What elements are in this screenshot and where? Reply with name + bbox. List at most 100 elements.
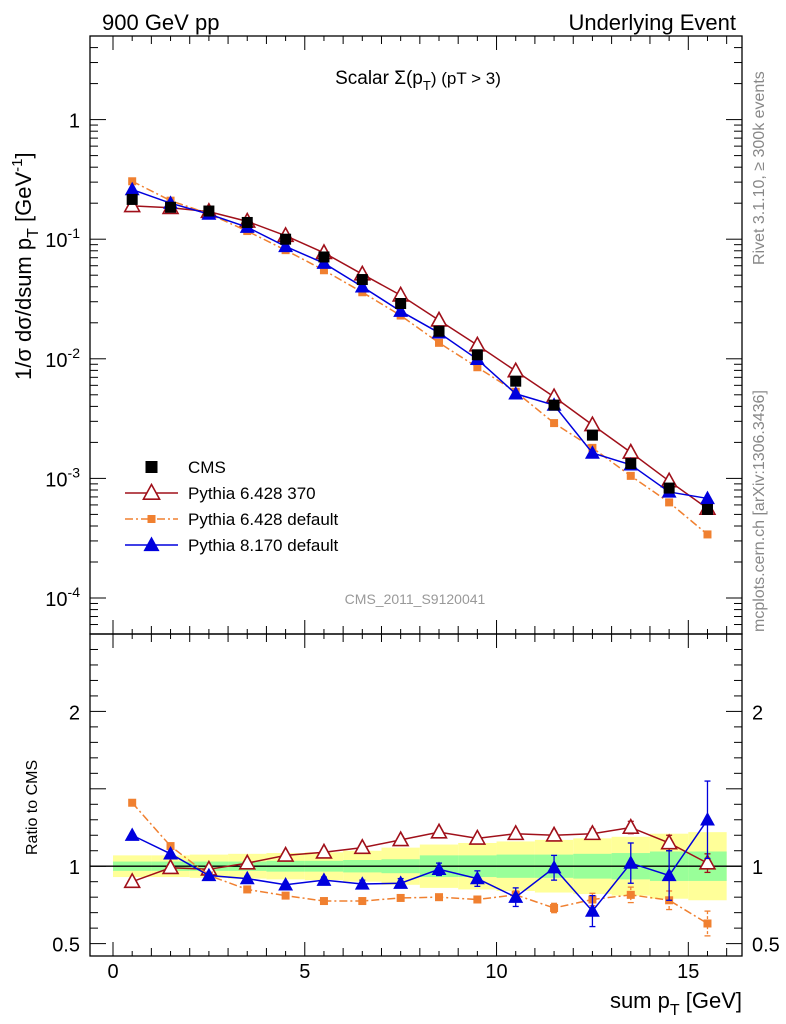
legend-label-pythia-6-428-370: Pythia 6.428 370 <box>188 484 316 503</box>
ratio-point-pythia-6-428-370 <box>468 828 487 845</box>
ratio-point-pythia-6-428-370 <box>315 842 333 859</box>
data-point-pythia-8-170-default <box>393 303 409 317</box>
series-line-pythia-6-428-default <box>131 180 708 536</box>
data-point-pythia-8-170-default <box>354 278 370 293</box>
ratio-point-pythia-8-170-default <box>508 889 524 903</box>
legend-marker-cms <box>145 461 158 473</box>
main-y-axis-label: 1/σ dσ/dsum pT [GeV-1] <box>9 152 42 380</box>
legend-marker-pythia-6-428-default <box>147 515 156 523</box>
ratio-point-pythia-6-428-default <box>243 885 252 894</box>
data-point-cms <box>318 251 330 263</box>
ratio-y-tick-label: 0.5 <box>52 935 80 957</box>
legend: CMS Pythia 6.428 370 Pythia 6.428 default P… <box>125 458 339 555</box>
data-point-cms <box>548 399 560 411</box>
ratio-point-pythia-6-428-default <box>435 893 444 902</box>
data-point-pythia-8-170-default <box>700 490 715 505</box>
series-cms <box>126 193 713 515</box>
data-point-pythia-6-428-default <box>473 363 482 372</box>
ratio-point-pythia-8-170-default <box>163 846 178 860</box>
ratio-point-pythia-8-170-default <box>546 859 562 874</box>
ratio-point-pythia-6-428-370 <box>123 872 141 889</box>
ratio-y-axis-label: Ratio to CMS <box>24 760 41 855</box>
ratio-point-pythia-6-428-default <box>319 897 328 906</box>
ratio-y-tick-label-right: 1 <box>752 857 763 879</box>
ratio-line-pythia-6-428-default <box>131 802 708 925</box>
ratio-point-pythia-6-428-370 <box>430 822 448 839</box>
ratio-point-pythia-6-428-default <box>550 904 559 913</box>
ratio-point-pythia-6-428-370 <box>583 824 602 841</box>
ratio-point-pythia-8-170-default <box>469 870 485 885</box>
main-panel: 1 10-1 10-2 10-3 10-4 <box>45 35 743 635</box>
ratio-point-pythia-6-428-370 <box>698 853 717 870</box>
ratio-series-pythia-8-170-default <box>124 780 715 928</box>
data-point-pythia-8-170-default <box>508 385 524 400</box>
data-point-pythia-6-428-370 <box>583 415 602 432</box>
legend-label-pythia-8-170-default: Pythia 8.170 default <box>188 536 339 555</box>
ratio-y-tick-label: 2 <box>69 702 80 724</box>
ratio-line-pythia-6-428-370 <box>131 826 708 883</box>
ratio-line-pythia-8-170-default <box>131 819 709 913</box>
data-point-pythia-8-170-default <box>278 238 294 253</box>
data-point-cms <box>433 325 445 337</box>
header-collision-label: 900 GeV pp <box>102 10 219 35</box>
legend-label-cms: CMS <box>188 458 226 477</box>
data-point-cms <box>280 233 292 245</box>
ratio-point-pythia-6-428-370 <box>660 833 678 850</box>
ratio-point-pythia-6-428-370 <box>545 825 563 842</box>
x-tick-label: 0 <box>107 961 118 983</box>
series-line-pythia-8-170-default <box>131 188 708 500</box>
data-point-cms <box>165 201 177 213</box>
ratio-point-pythia-6-428-370 <box>161 858 180 875</box>
data-point-pythia-6-428-default <box>550 419 559 428</box>
legend-marker-pythia-6-428-370 <box>142 482 161 500</box>
ratio-point-pythia-6-428-370 <box>238 853 257 870</box>
data-point-pythia-6-428-default <box>435 338 444 347</box>
x-tick-label: 5 <box>299 961 310 983</box>
x-tick-label: 10 <box>485 961 507 983</box>
ratio-point-pythia-6-428-default <box>703 919 712 928</box>
ratio-point-pythia-8-170-default <box>316 872 332 886</box>
data-point-cms <box>126 193 138 205</box>
data-point-cms <box>471 349 483 361</box>
data-point-pythia-6-428-370 <box>468 335 487 352</box>
y-tick-label: 10-4 <box>45 584 80 611</box>
data-point-cms <box>395 297 407 309</box>
ratio-point-pythia-8-170-default <box>584 903 600 917</box>
data-point-cms <box>625 458 637 470</box>
data-point-cms <box>203 205 215 217</box>
ratio-point-pythia-6-428-default <box>358 897 367 906</box>
ratio-point-pythia-6-428-default <box>473 895 482 904</box>
plot-title: Scalar Σ(pT) (pT > 3) <box>335 68 501 93</box>
ratio-point-pythia-8-170-default <box>431 861 447 875</box>
y-tick-label: 10-2 <box>45 345 80 372</box>
data-point-pythia-6-428-370 <box>430 310 448 327</box>
ratio-point-pythia-8-170-default <box>239 870 255 885</box>
analysis-id-label: CMS_2011_S9120041 <box>345 591 486 607</box>
ratio-point-pythia-6-428-370 <box>506 824 525 841</box>
y-tick-label: 10-1 <box>45 225 80 252</box>
mcplots-reference-label: mcplots.cern.ch [arXiv:1306.3436] <box>751 390 768 632</box>
data-point-pythia-6-428-default <box>703 530 712 539</box>
ratio-point-pythia-6-428-370 <box>353 838 372 855</box>
data-point-pythia-6-428-370 <box>621 442 640 459</box>
data-point-pythia-6-428-default <box>128 177 137 186</box>
ratio-point-pythia-6-428-default <box>626 890 635 899</box>
data-point-cms <box>510 375 522 387</box>
data-point-cms <box>701 503 713 515</box>
ratio-frame-border <box>89 633 743 957</box>
ratio-point-pythia-6-428-370 <box>391 830 410 847</box>
ratio-y-tick-label-right: 2 <box>752 702 763 724</box>
ratio-point-pythia-8-170-default <box>700 811 715 826</box>
data-point-cms <box>586 429 598 441</box>
ratio-point-pythia-8-170-default <box>124 827 140 841</box>
y-tick-label: 10-3 <box>45 464 80 491</box>
ratio-y-tick-label: 1 <box>69 857 80 879</box>
ratio-point-pythia-8-170-default <box>354 876 370 890</box>
ratio-series-pythia-6-428-370 <box>123 818 717 889</box>
ratio-point-pythia-6-428-370 <box>621 818 640 834</box>
data-point-pythia-8-170-default <box>124 181 140 196</box>
ratio-point-pythia-8-170-default <box>393 875 409 889</box>
rivet-version-label: Rivet 3.1.10, ≥ 300k events <box>751 71 768 265</box>
data-point-cms <box>241 216 253 228</box>
